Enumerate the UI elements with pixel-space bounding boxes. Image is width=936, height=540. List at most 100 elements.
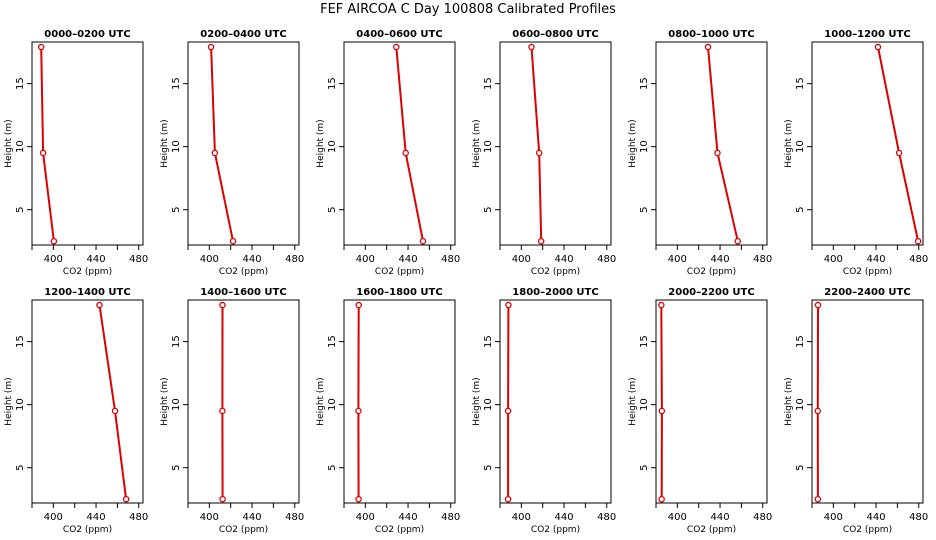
- x-tick-label: 440: [242, 512, 261, 523]
- y-tick-label: 5: [639, 207, 650, 213]
- x-tick-label: 440: [242, 254, 261, 265]
- x-tick-label: 480: [597, 254, 616, 265]
- x-tick-label: 400: [356, 254, 375, 265]
- y-axis-label: Height (m): [628, 377, 638, 425]
- profile-line: [660, 304, 663, 500]
- y-axis-label: Height (m): [160, 377, 170, 425]
- data-point: [504, 407, 512, 415]
- y-tick-label: 5: [639, 465, 650, 471]
- data-point: [229, 237, 237, 245]
- y-tick-label: 15: [639, 77, 650, 90]
- x-tick-label: 440: [398, 254, 417, 265]
- x-tick-label: 440: [86, 254, 105, 265]
- x-tick-label: 400: [512, 254, 531, 265]
- y-tick-label: 5: [483, 207, 494, 213]
- y-tick-label: 15: [15, 77, 26, 90]
- panel-title: 0600–0800 UTC: [512, 29, 598, 40]
- data-point: [355, 301, 362, 309]
- panel: 0800–1000 UTC 400 440 480 CO2 (ppm) 5 10 15 Heig…: [628, 29, 772, 277]
- y-tick-label: 10: [483, 398, 494, 411]
- y-tick-label: 10: [483, 140, 494, 153]
- panel: 0200–0400 UTC 400 440 480 CO2 (ppm) 5 10 15 Heig…: [160, 29, 304, 277]
- x-tick-label: 400: [44, 512, 63, 523]
- y-axis-label: Height (m): [784, 377, 794, 425]
- data-point: [39, 149, 47, 157]
- panel: 0000–0200 UTC 400 440 480 CO2 (ppm) 5 10 15 Heig…: [4, 29, 148, 277]
- data-point: [704, 43, 712, 51]
- y-tick-label: 15: [15, 335, 26, 348]
- y-tick-label: 5: [15, 465, 26, 471]
- x-tick-label: 400: [668, 512, 687, 523]
- profile-line: [530, 46, 543, 242]
- y-axis-label: Height (m): [784, 119, 794, 167]
- x-tick-label: 440: [398, 512, 417, 523]
- data-point: [122, 495, 130, 503]
- plot-frame: [499, 299, 612, 504]
- y-tick-label: 15: [795, 335, 806, 348]
- y-tick-label: 15: [327, 335, 338, 348]
- y-tick-label: 10: [327, 140, 338, 153]
- data-point: [111, 407, 119, 415]
- plot-frame: [811, 41, 924, 246]
- x-tick-label: 480: [597, 512, 616, 523]
- data-point: [37, 43, 45, 51]
- x-tick-label: 400: [824, 512, 843, 523]
- profile-line: [877, 46, 920, 242]
- y-tick-label: 10: [15, 140, 26, 153]
- y-tick-label: 10: [15, 398, 26, 411]
- panel: 0400–0600 UTC 400 440 480 CO2 (ppm) 5 10 15 Heig…: [316, 29, 460, 277]
- y-tick-label: 5: [483, 465, 494, 471]
- data-point: [714, 149, 721, 157]
- plot-frame: [655, 299, 768, 504]
- panel: 1000–1200 UTC 400 440 480 CO2 (ppm) 5 10 15 Heig…: [784, 29, 928, 277]
- y-axis-label: Height (m): [160, 119, 170, 167]
- y-axis-label: Height (m): [316, 377, 326, 425]
- x-tick-label: 480: [753, 254, 772, 265]
- x-tick-label: 440: [866, 512, 885, 523]
- y-tick-label: 10: [795, 140, 806, 153]
- x-tick-label: 440: [866, 254, 885, 265]
- x-axis-label: CO2 (ppm): [375, 267, 424, 277]
- x-axis-label: CO2 (ppm): [531, 267, 580, 277]
- data-point: [419, 237, 427, 245]
- data-point: [393, 43, 400, 51]
- x-tick-label: 480: [441, 254, 460, 265]
- data-point: [219, 301, 226, 309]
- y-tick-label: 5: [15, 207, 26, 213]
- x-axis-label: CO2 (ppm): [687, 267, 736, 277]
- y-tick-label: 10: [171, 140, 182, 153]
- panel-title: 1600–1800 UTC: [356, 287, 442, 298]
- profile-line: [210, 46, 234, 242]
- x-axis-label: CO2 (ppm): [375, 525, 424, 535]
- x-tick-label: 440: [86, 512, 105, 523]
- y-tick-label: 10: [327, 398, 338, 411]
- x-tick-label: 480: [285, 254, 304, 265]
- x-tick-label: 400: [824, 254, 843, 265]
- data-point: [814, 495, 822, 503]
- y-tick-label: 10: [795, 398, 806, 411]
- data-point: [211, 149, 219, 157]
- y-tick-label: 15: [171, 335, 182, 348]
- x-tick-label: 480: [753, 512, 772, 523]
- data-point: [219, 495, 226, 503]
- x-tick-label: 440: [710, 254, 729, 265]
- x-tick-label: 400: [44, 254, 63, 265]
- x-tick-label: 400: [512, 512, 531, 523]
- data-point: [355, 407, 362, 415]
- x-tick-label: 480: [909, 254, 928, 265]
- panel-title: 2000–2200 UTC: [668, 287, 754, 298]
- panel-title: 1200–1400 UTC: [44, 287, 130, 298]
- x-axis-label: CO2 (ppm): [219, 525, 268, 535]
- plot-frame: [31, 299, 144, 504]
- data-point: [814, 301, 822, 309]
- profile-line: [40, 46, 55, 242]
- y-tick-label: 15: [171, 77, 182, 90]
- panel: 1600–1800 UTC 400 440 480 CO2 (ppm) 5 10 15 Heig…: [316, 287, 460, 535]
- panels-grid: 0000–0200 UTC 400 440 480 CO2 (ppm) 5 10 15 Heig…: [4, 29, 928, 535]
- data-point: [505, 301, 512, 309]
- data-point: [895, 149, 903, 157]
- panel: 1400–1600 UTC 400 440 480 CO2 (ppm) 5 10 15 Heig…: [160, 287, 304, 535]
- y-tick-label: 5: [795, 207, 806, 213]
- x-axis-label: CO2 (ppm): [63, 525, 112, 535]
- x-tick-label: 440: [554, 512, 573, 523]
